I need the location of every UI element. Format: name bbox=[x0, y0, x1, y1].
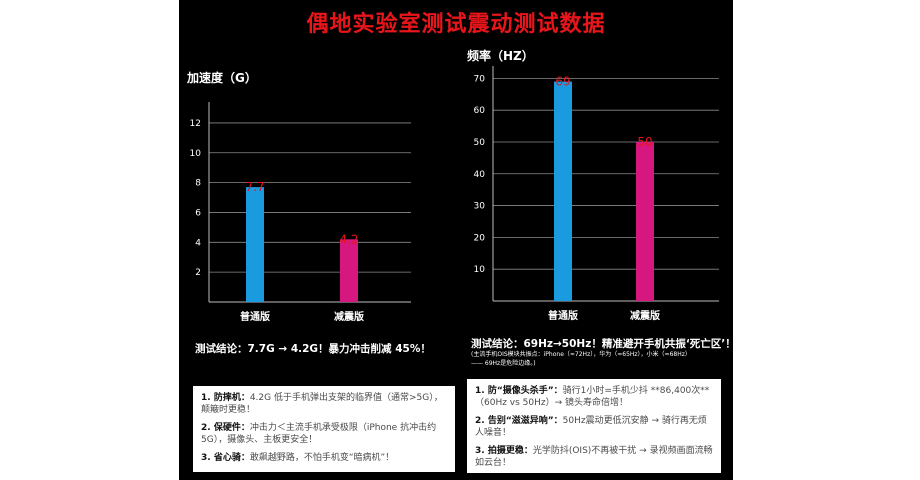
bar-0 bbox=[554, 81, 572, 302]
y-tick-label: 40 bbox=[474, 170, 486, 180]
right-benefit-2-head: 2. 告别“滋滋异响”： bbox=[475, 416, 563, 426]
right-benefit-3: 3. 拍摄更稳：光学防抖(OIS)不再被干扰 → 录视频画面流畅如云台！ bbox=[475, 445, 713, 469]
test-report-canvas: 偶地实验室测试震动测试数据 加速度（G） 2 4 6 8 10 12 7.7 普通版 4.2 减震版… bbox=[179, 0, 733, 480]
y-tick-label: 4 bbox=[195, 238, 201, 248]
x-tick-label-0: 普通版 bbox=[548, 309, 578, 322]
left-benefit-3-body: 敢飙越野路，不怕手机变“暗病机”！ bbox=[249, 453, 395, 463]
right-benefit-3-head: 3. 拍摄更稳： bbox=[475, 446, 533, 456]
right-benefit-1: 1. 防“摄像头杀手”：骑行1小时=手机少抖 **86,400次**（60Hz … bbox=[475, 385, 713, 409]
right-subnote-2: —— 69Hz是危险边缘。) bbox=[471, 360, 536, 367]
x-tick-label-0: 普通版 bbox=[240, 310, 270, 323]
left-conclusion: 测试结论：7.7G → 4.2G！暴力冲击削减 45%！ bbox=[195, 343, 431, 355]
data-label-1: 50 bbox=[637, 135, 652, 149]
left-benefit-3-head: 3. 省心骑： bbox=[201, 453, 250, 463]
right-conclusion: 测试结论：69Hz→50Hz！精准避开手机共振‘死亡区’！ bbox=[471, 338, 733, 350]
left-benefit-3: 3. 省心骑：敢飙越野路，不怕手机变“暗病机”！ bbox=[201, 452, 447, 464]
page-title: 偶地实验室测试震动测试数据 bbox=[306, 12, 606, 37]
left-benefit-2-body: 冲击力＜主流手机承受极限（iPhone 抗冲击约 5G），摄像头、主板更安全！ bbox=[201, 423, 437, 445]
y-tick-label: 8 bbox=[195, 179, 201, 189]
right-benefits-box: 1. 防“摄像头杀手”：骑行1小时=手机少抖 **86,400次**（60Hz … bbox=[467, 379, 721, 473]
acceleration-chart: 加速度（G） 2 4 6 8 10 12 7.7 普通版 4.2 减震版 bbox=[186, 70, 411, 323]
y-tick-label: 2 bbox=[195, 268, 201, 278]
data-label-1: 4.2 bbox=[339, 232, 358, 246]
right-subnote-1: (主流手机OIS模块共振点：iPhone（≈72Hz），华为（≈65Hz），小米… bbox=[471, 351, 691, 358]
left-benefit-1-head: 1. 防摔机： bbox=[201, 393, 250, 403]
data-label-0: 69 bbox=[555, 75, 570, 89]
y-tick-label: 60 bbox=[474, 106, 486, 116]
left-benefits-box: 1. 防摔机：4.2G 低于手机弹出支架的临界值（通常>5G），颠簸时更稳！ 2… bbox=[193, 386, 455, 472]
y-tick-label: 20 bbox=[474, 233, 486, 243]
bar-0 bbox=[246, 187, 264, 302]
chart-title-0: 加速度（G） bbox=[186, 70, 257, 85]
y-tick-label: 50 bbox=[474, 138, 486, 148]
y-tick-label: 6 bbox=[195, 208, 201, 218]
right-benefit-1-head: 1. 防“摄像头杀手”： bbox=[475, 386, 563, 396]
right-benefit-3-body: 光学防抖(OIS)不再被干扰 → 录视频画面流畅如云台！ bbox=[475, 446, 713, 468]
frequency-chart: 频率（HZ） 10 20 30 40 50 60 70 69 普通版 50 减震版 bbox=[467, 48, 719, 322]
x-tick-label-1: 减震版 bbox=[334, 310, 364, 323]
data-label-0: 7.7 bbox=[245, 180, 264, 194]
right-benefit-2-body: 50Hz震动更低沉安静 → 骑行再无烦人噪音！ bbox=[475, 416, 707, 438]
y-tick-label: 12 bbox=[190, 119, 201, 129]
y-tick-label: 30 bbox=[474, 202, 486, 212]
left-benefit-2: 2. 保硬件：冲击力＜主流手机承受极限（iPhone 抗冲击约 5G），摄像头、… bbox=[201, 422, 447, 446]
right-benefit-2: 2. 告别“滋滋异响”：50Hz震动更低沉安静 → 骑行再无烦人噪音！ bbox=[475, 415, 713, 439]
y-tick-label: 10 bbox=[474, 265, 486, 275]
left-benefit-1: 1. 防摔机：4.2G 低于手机弹出支架的临界值（通常>5G），颠簸时更稳！ bbox=[201, 392, 447, 416]
chart-title-1: 频率（HZ） bbox=[467, 48, 534, 63]
left-benefit-2-head: 2. 保硬件： bbox=[201, 423, 250, 433]
x-tick-label-1: 减震版 bbox=[630, 309, 660, 322]
y-tick-label: 70 bbox=[474, 74, 486, 84]
y-tick-label: 10 bbox=[190, 149, 202, 159]
left-benefit-1-body: 4.2G 低于手机弹出支架的临界值（通常>5G），颠簸时更稳！ bbox=[201, 393, 443, 415]
bar-1 bbox=[636, 141, 654, 301]
right-benefit-1-body: 骑行1小时=手机少抖 **86,400次**（60Hz vs 50Hz）→ 镜头… bbox=[475, 386, 710, 408]
bar-1 bbox=[340, 239, 358, 302]
